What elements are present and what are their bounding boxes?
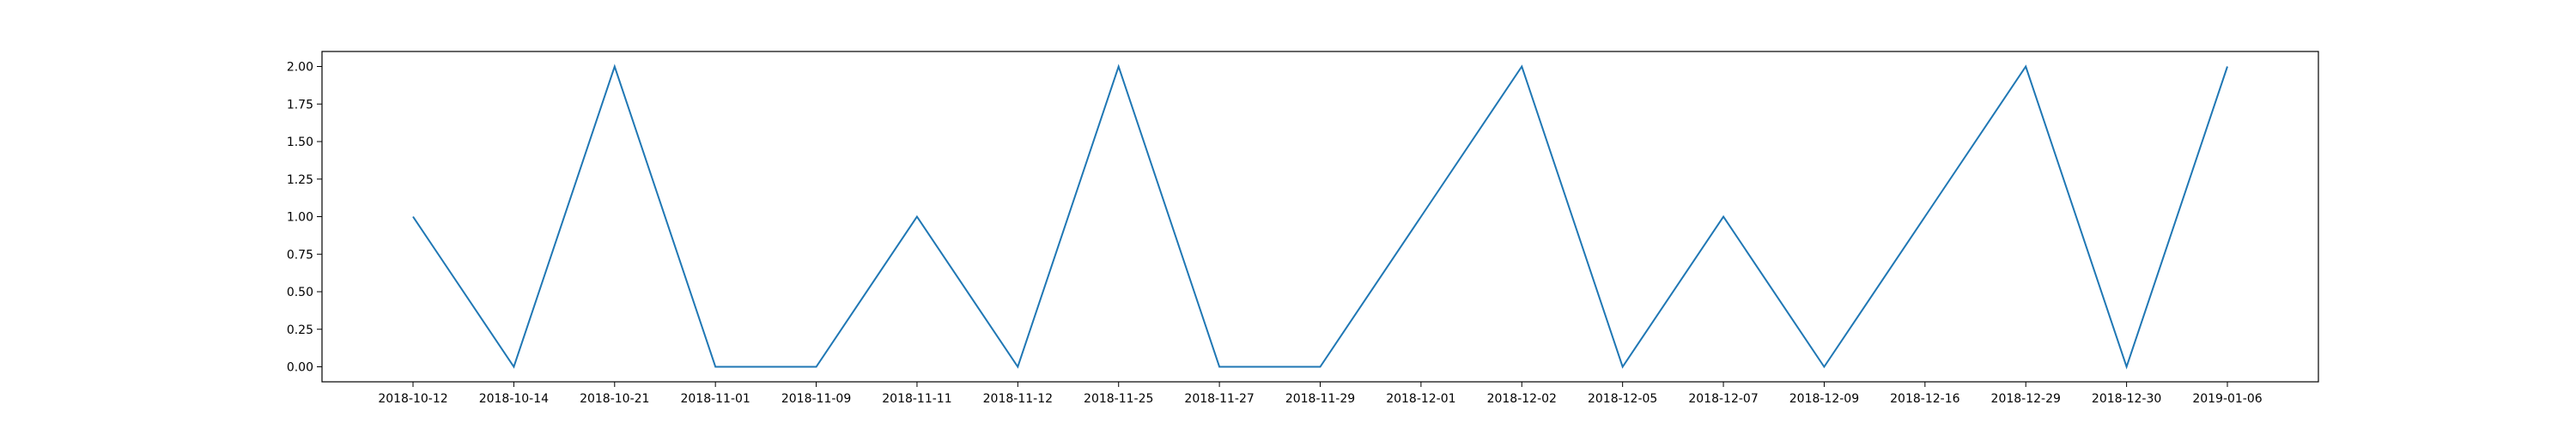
y-tick-label: 0.25 xyxy=(287,323,313,337)
x-tick-label: 2018-12-07 xyxy=(1688,392,1758,406)
x-tick-label: 2018-10-21 xyxy=(580,392,649,406)
x-tick-label: 2018-11-25 xyxy=(1084,392,1153,406)
x-tick-label: 2018-12-05 xyxy=(1588,392,1657,406)
x-tick-label: 2018-10-12 xyxy=(378,392,447,406)
y-tick-label: 0.50 xyxy=(287,286,313,299)
y-tick-label: 1.75 xyxy=(287,98,313,112)
y-axis: 0.00 0.25 0.50 0.75 1.00 1.25 1.50 1.75 2.00 xyxy=(287,61,322,375)
x-tick-label: 2018-11-12 xyxy=(983,392,1053,406)
x-tick-label: 2018-12-30 xyxy=(2092,392,2161,406)
x-axis: 2018-10-12 2018-10-14 2018-10-21 2018-11-01… xyxy=(378,382,2263,406)
plot-area xyxy=(321,51,2319,383)
x-tick-label: 2018-11-29 xyxy=(1285,392,1355,406)
x-tick-label: 2018-12-29 xyxy=(1991,392,2061,406)
y-tick-label: 0.00 xyxy=(287,361,313,375)
x-tick-label: 2018-12-01 xyxy=(1386,392,1455,406)
x-tick-label: 2019-01-06 xyxy=(2192,392,2262,406)
y-tick-label: 1.00 xyxy=(287,211,313,225)
series-layer xyxy=(412,63,2228,370)
y-tick-label: 2.00 xyxy=(287,61,313,75)
x-tick-label: 2018-12-02 xyxy=(1487,392,1557,406)
x-tick-label: 2018-10-14 xyxy=(479,392,549,406)
y-tick-label: 1.50 xyxy=(287,136,313,149)
series-line xyxy=(412,63,2228,370)
x-tick-label: 2018-11-27 xyxy=(1184,392,1254,406)
y-tick-label: 0.75 xyxy=(287,248,313,262)
x-tick-label: 2018-11-11 xyxy=(882,392,951,406)
x-tick-label: 2018-11-09 xyxy=(781,392,851,406)
y-tick-label: 1.25 xyxy=(287,173,313,187)
x-tick-label: 2018-12-09 xyxy=(1789,392,1859,406)
x-tick-label: 2018-12-16 xyxy=(1890,392,1959,406)
x-tick-label: 2018-11-01 xyxy=(680,392,750,406)
